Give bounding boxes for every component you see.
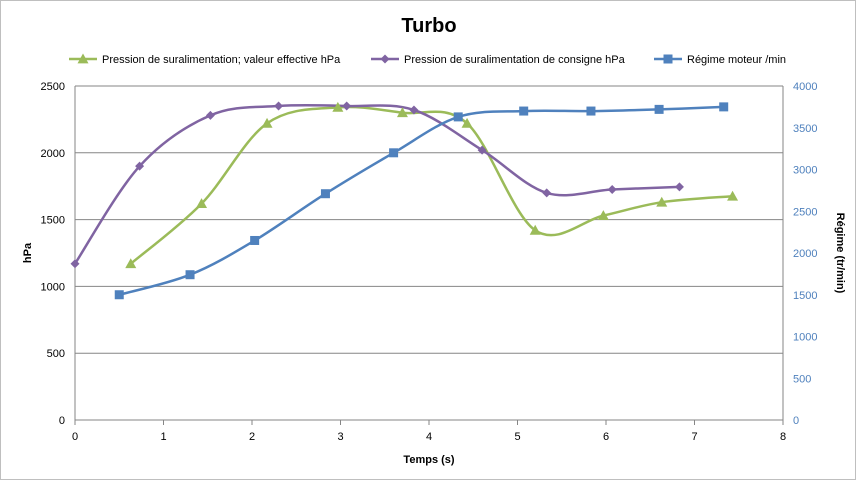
data-point-actual-pressure: [597, 210, 609, 220]
data-point-actual-pressure: [461, 117, 473, 128]
y2-tick-label: 1500: [793, 290, 817, 302]
data-point-actual-pressure: [261, 117, 273, 128]
data-point-setpoint-pressure: [205, 110, 215, 120]
x-tick-label: 7: [691, 431, 697, 443]
data-point-engine-speed: [114, 290, 124, 300]
series-lines: [73, 103, 733, 297]
data-point-actual-pressure: [332, 101, 344, 112]
y-tick-label: 2500: [41, 81, 65, 93]
axes: [74, 86, 784, 425]
data-point-engine-speed: [654, 104, 664, 114]
data-point-actual-pressure: [656, 196, 668, 207]
data-point-engine-speed: [250, 235, 260, 245]
data-point-engine-speed: [185, 270, 195, 280]
data-point-engine-speed: [719, 102, 729, 112]
legend-label: Pression de suralimentation de consigne …: [404, 54, 626, 66]
legend-item-setpoint-pressure: Pression de suralimentation de consigne …: [371, 54, 626, 66]
data-point-setpoint-pressure: [274, 101, 284, 111]
y2-tick-label: 4000: [793, 81, 817, 93]
series-line-actual-pressure: [129, 105, 733, 265]
data-point-actual-pressure: [529, 224, 541, 235]
series-markers: [70, 101, 739, 300]
legend-marker: [77, 53, 89, 64]
data-point-setpoint-pressure: [70, 259, 80, 269]
data-point-actual-pressure: [196, 198, 208, 208]
data-point-setpoint-pressure: [135, 161, 145, 171]
x-tick-label: 2: [249, 431, 255, 443]
data-point-setpoint-pressure: [542, 188, 552, 198]
y-axis-label-left: hPa: [22, 242, 34, 263]
data-point-setpoint-pressure: [477, 145, 487, 155]
y-axis-label-right: Régime (tr/min): [834, 213, 846, 294]
data-point-engine-speed: [389, 148, 399, 158]
data-point-setpoint-pressure: [342, 101, 352, 111]
x-tick-label: 3: [337, 431, 343, 443]
x-tick-label: 4: [426, 431, 432, 443]
y-tick-label: 0: [59, 415, 65, 427]
data-point-actual-pressure: [727, 190, 739, 201]
data-point-setpoint-pressure: [607, 185, 617, 195]
series-line-engine-speed: [118, 105, 724, 297]
tick-labels: 0 500 1000 1500 2000 2500 0 500 1000 1500 2000 2500…: [41, 81, 818, 443]
legend-label: Pression de suralimentation; valeur effe…: [102, 54, 341, 66]
legend-item-actual-pressure: Pression de suralimentation; valeur effe…: [69, 53, 341, 66]
y2-tick-label: 1000: [793, 332, 817, 344]
data-point-engine-speed: [586, 106, 596, 116]
data-point-engine-speed: [320, 189, 330, 199]
series-line-setpoint-pressure: [73, 103, 680, 265]
y2-tick-label: 2500: [793, 206, 817, 218]
x-tick-label: 5: [514, 431, 520, 443]
data-point-setpoint-pressure: [674, 182, 684, 192]
data-point-engine-speed: [453, 112, 463, 122]
y2-tick-label: 3000: [793, 165, 817, 177]
gridlines: [75, 85, 783, 354]
legend-marker: [380, 54, 390, 64]
data-point-actual-pressure: [396, 107, 408, 118]
x-axis-label: Temps (s): [403, 454, 454, 466]
legend-marker: [663, 54, 673, 64]
y2-tick-label: 2000: [793, 248, 817, 260]
legend-label: Régime moteur /min: [687, 54, 786, 66]
data-point-setpoint-pressure: [409, 105, 419, 115]
data-point-actual-pressure: [125, 258, 137, 269]
y-tick-label: 1000: [41, 281, 65, 293]
x-tick-label: 8: [780, 431, 786, 443]
x-tick-label: 1: [160, 431, 166, 443]
y2-tick-label: 500: [793, 373, 811, 385]
legend: Pression de suralimentation; valeur effe…: [69, 53, 786, 66]
y2-tick-label: 0: [793, 415, 799, 427]
y-tick-label: 1500: [41, 215, 65, 227]
x-tick-label: 0: [72, 431, 78, 443]
y-tick-label: 500: [47, 348, 65, 360]
chart-title: Turbo: [401, 15, 456, 37]
y2-tick-label: 3500: [793, 123, 817, 135]
y-tick-label: 2000: [41, 148, 65, 160]
x-tick-label: 6: [603, 431, 609, 443]
data-point-engine-speed: [519, 106, 529, 116]
legend-item-engine-speed: Régime moteur /min: [654, 54, 786, 66]
